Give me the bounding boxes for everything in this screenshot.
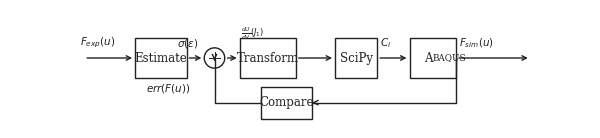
Text: $C_i$: $C_i$: [380, 36, 391, 50]
Bar: [335, 38, 377, 78]
Text: $err(F(u))$: $err(F(u))$: [146, 82, 190, 95]
Bar: [261, 87, 312, 119]
Text: SciPy: SciPy: [340, 51, 373, 64]
Text: $\frac{dU}{dV}(J_1)$: $\frac{dU}{dV}(J_1)$: [241, 26, 265, 42]
Text: A: A: [425, 51, 433, 64]
Bar: [240, 38, 296, 78]
Text: Compare: Compare: [259, 96, 314, 109]
Text: $F_{exp}(u)$: $F_{exp}(u)$: [80, 36, 115, 50]
Bar: [136, 38, 187, 78]
Text: Transform: Transform: [237, 51, 299, 64]
Text: BAQUS: BAQUS: [433, 54, 467, 63]
Text: Estimate: Estimate: [134, 51, 187, 64]
Text: $F_{sim}(u)$: $F_{sim}(u)$: [458, 36, 494, 50]
Bar: [410, 38, 457, 78]
Text: $\sigma(\epsilon)$: $\sigma(\epsilon)$: [177, 37, 198, 50]
